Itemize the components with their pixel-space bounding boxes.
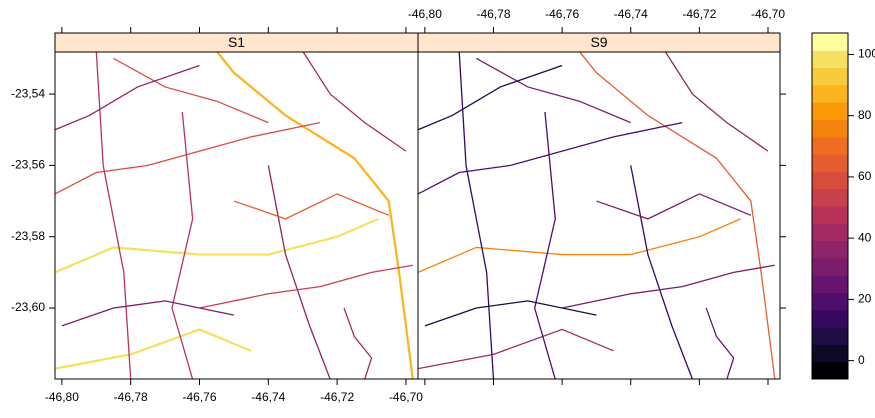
- road: [55, 64, 200, 131]
- x-tick-label: -46,72: [320, 390, 354, 404]
- colorbar-bin: [812, 136, 848, 155]
- colorbar-bin: [812, 206, 848, 224]
- x-tick-label: -46,74: [251, 390, 285, 404]
- road: [561, 264, 775, 309]
- y-tick-label: -23,58: [11, 229, 45, 243]
- road: [171, 111, 194, 379]
- colorbar-bin: [812, 257, 848, 276]
- colorbar-bin: [812, 188, 848, 207]
- panel-border: [54, 51, 419, 380]
- road: [418, 218, 741, 273]
- x-tick-label: -46,72: [682, 7, 716, 21]
- colorbar-bin: [812, 67, 848, 86]
- road: [418, 64, 563, 131]
- road: [199, 264, 413, 309]
- panel-title: S9: [590, 34, 607, 50]
- road: [418, 121, 683, 195]
- road: [267, 165, 331, 379]
- colorbar-bin: [812, 240, 848, 259]
- x-tick-label: -46,78: [114, 390, 148, 404]
- colorbar-bin: [812, 223, 848, 242]
- panel-title: S1: [228, 34, 245, 50]
- road: [233, 193, 390, 220]
- road: [302, 52, 407, 152]
- x-tick-label: -46,76: [545, 7, 579, 21]
- colorbar-bin: [812, 292, 848, 311]
- road: [533, 111, 556, 379]
- colorbar-tick-label: 20: [858, 292, 872, 306]
- colorbar-bin: [812, 102, 848, 120]
- colorbar-border: [811, 32, 849, 380]
- panel-border: [417, 51, 781, 380]
- road: [343, 307, 373, 379]
- colorbar-tick-label: 0: [858, 353, 865, 367]
- x-tick-label: -46,80: [45, 390, 79, 404]
- colorbar-tick-label: 40: [858, 230, 872, 244]
- x-tick-label: -46,70: [751, 7, 785, 21]
- x-tick-label: -46,74: [614, 7, 648, 21]
- road: [664, 52, 769, 152]
- road: [596, 193, 752, 220]
- x-tick-label: -46,76: [182, 390, 216, 404]
- colorbar-bin: [812, 275, 848, 293]
- road: [458, 52, 495, 379]
- colorbar-bin: [812, 50, 848, 69]
- road: [705, 307, 735, 379]
- y-tick-label: -23,54: [11, 86, 45, 100]
- colorbar-bin: [812, 171, 848, 190]
- colorbar-bin: [812, 119, 848, 138]
- road: [61, 300, 235, 327]
- road: [55, 217, 379, 274]
- road: [215, 52, 414, 379]
- road: [424, 300, 597, 327]
- road: [630, 165, 694, 379]
- road: [55, 121, 321, 195]
- x-tick-label: -46,70: [389, 390, 423, 404]
- colorbar-bin: [812, 344, 848, 363]
- road: [113, 57, 269, 124]
- road: [95, 52, 132, 379]
- colorbar-bin: [812, 309, 848, 328]
- colorbar-tick-label: 60: [858, 169, 872, 183]
- x-tick-label: -46,78: [476, 7, 510, 21]
- y-tick-label: -23,60: [11, 300, 45, 314]
- strip: [417, 32, 781, 53]
- colorbar-bin: [812, 361, 848, 380]
- colorbar-bin: [812, 327, 848, 345]
- road: [55, 328, 252, 370]
- colorbar-tick-label: 100: [858, 47, 875, 61]
- x-tick-label: -46,80: [408, 7, 442, 21]
- road: [579, 52, 776, 379]
- colorbar-bin: [812, 84, 848, 103]
- road: [476, 57, 631, 124]
- road: [418, 328, 614, 370]
- colorbar-tick-label: 80: [858, 108, 872, 122]
- colorbar-bin: [812, 33, 848, 51]
- colorbar-bin: [812, 154, 848, 172]
- y-tick-label: -23,56: [11, 158, 45, 172]
